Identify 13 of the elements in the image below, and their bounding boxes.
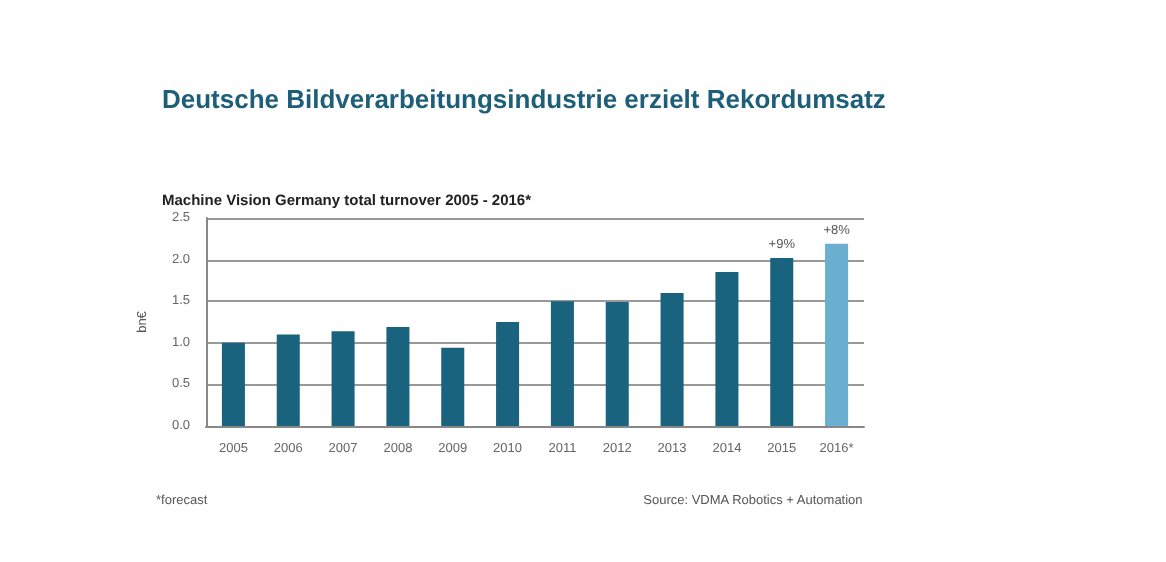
bar (770, 257, 794, 426)
bar (276, 334, 300, 426)
bar (715, 272, 739, 426)
bar (825, 243, 849, 426)
bar (605, 302, 629, 426)
bar (331, 331, 355, 426)
bar (441, 347, 465, 426)
bar (496, 322, 520, 426)
bar (550, 301, 574, 426)
bar (386, 326, 410, 426)
chart-title: Deutsche Bildverarbeitungsindustrie erzielt Rekordumsatz (162, 84, 887, 114)
bar (660, 292, 684, 426)
bar (221, 342, 245, 426)
